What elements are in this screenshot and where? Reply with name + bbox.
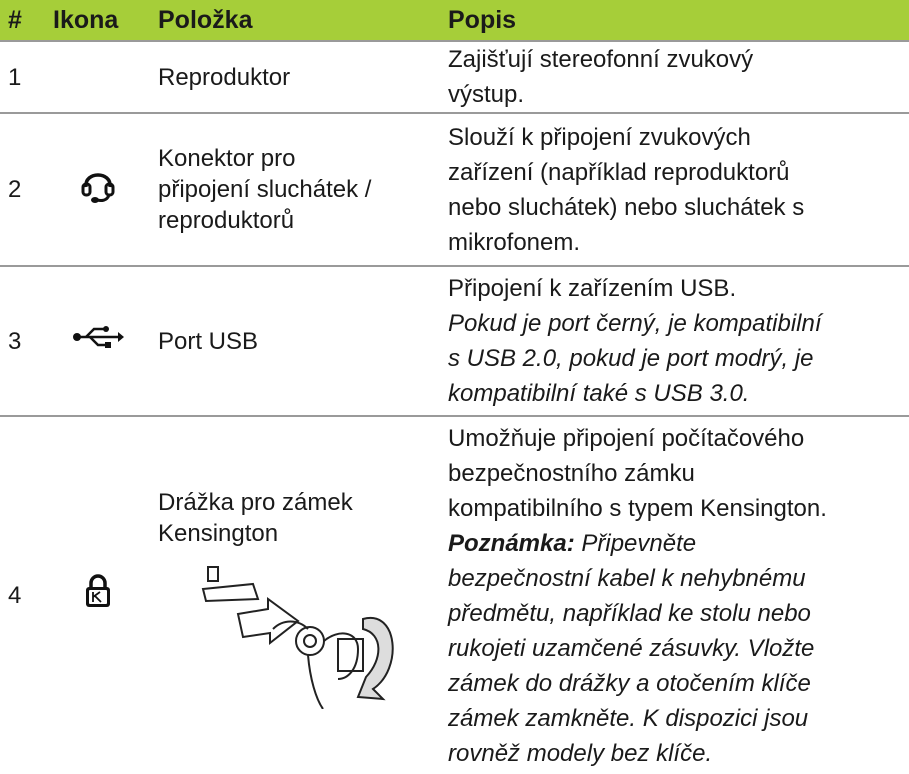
row-number: 3 <box>0 265 45 416</box>
description-line: nebo sluchátek) nebo sluchátek s <box>448 193 805 221</box>
description-cell: Slouží k připojení zvukových zařízení (na… <box>440 112 909 266</box>
table-row: 3 Port USB Připojení k zařízením USB. Pokud… <box>0 265 909 416</box>
item-line: Port USB <box>158 327 259 355</box>
row-icon <box>45 40 150 113</box>
table-row: 4 Drážka pro zámek Kensington Umožňuje přip… <box>0 415 909 774</box>
icon <box>72 325 124 348</box>
description-line: výstup. <box>448 81 525 108</box>
note-label: Poznámka: <box>448 529 575 557</box>
italic-line: zámek do drážky a otočením klíče <box>448 669 811 697</box>
table-row: 2 Konektor pro připojení sluchátek / reprod… <box>0 112 909 266</box>
item-cell: Port USB <box>150 265 440 416</box>
item-line: Konektor pro <box>158 145 296 172</box>
description-line: bezpečnostního zámku <box>448 459 695 487</box>
table-row: 1 Reproduktor Zajišťují stereofonní zvukov… <box>0 40 909 113</box>
description-line: Připojení k zařízením USB. <box>448 275 737 302</box>
table-body: 1 Reproduktor Zajišťují stereofonní zvukov… <box>0 40 909 774</box>
row-icon <box>45 265 150 416</box>
item-cell: Reproduktor <box>150 40 440 113</box>
description-cell: Zajišťují stereofonní zvukový výstup. <box>440 40 909 113</box>
description-cell: Připojení k zařízením USB. Pokud je port … <box>440 265 909 416</box>
row-number: 2 <box>0 112 45 266</box>
italic-line: předmětu, například ke stolu nebo <box>448 599 811 627</box>
italic-line: rovněž modely bez klíče. <box>448 739 713 767</box>
italic-line: Pokud je port černý, je kompatibilní <box>448 310 822 337</box>
item-line: Kensington <box>158 520 279 547</box>
icon <box>85 573 110 607</box>
note-text: Připevněte <box>581 529 697 557</box>
header-row: # Ikona Položka Popis <box>0 0 909 41</box>
description-line: Slouží k připojení zvukových <box>448 123 751 151</box>
description-line: Umožňuje připojení počítačového <box>448 424 805 452</box>
italic-line: rukojeti uzamčené zásuvky. Vložte <box>448 634 815 662</box>
item-cell: Drážka pro zámek Kensington <box>150 415 440 774</box>
header-cell: Položka <box>150 0 440 41</box>
row-number: 1 <box>0 40 45 113</box>
description-line: kompatibilního s typem Kensington. <box>448 494 827 522</box>
description-line: Zajišťují stereofonní zvukový <box>448 46 754 73</box>
item-line: reproduktorů <box>158 207 295 234</box>
italic-line: s USB 2.0, pokud je port modrý, je <box>448 345 814 372</box>
header-cell: Ikona <box>45 0 150 41</box>
header-cell: # <box>0 0 45 41</box>
icon <box>81 172 114 203</box>
item-line: Reproduktor <box>158 63 291 91</box>
header-cell: Popis <box>440 0 909 41</box>
row-number: 4 <box>0 415 45 774</box>
description-line: zařízení (například reproduktorů <box>448 158 790 186</box>
description-cell: Umožňuje připojení počítačového bezpečnos… <box>440 415 909 774</box>
row-icon <box>45 415 150 774</box>
italic-line: zámek zamkněte. K dispozici jsou <box>448 704 809 732</box>
description-line: mikrofonem. <box>448 228 581 256</box>
row-icon <box>45 112 150 266</box>
kensington-illustration <box>201 566 394 709</box>
italic-line: kompatibilní také s USB 3.0. <box>448 380 750 407</box>
item-line: připojení sluchátek / <box>158 176 372 203</box>
item-cell: Konektor pro připojení sluchátek / reprodu… <box>150 112 440 266</box>
italic-line: bezpečnostní kabel k nehybnému <box>448 564 806 592</box>
item-line: Drážka pro zámek <box>158 489 353 516</box>
note-line: Poznámka: Připevněte <box>448 526 909 561</box>
